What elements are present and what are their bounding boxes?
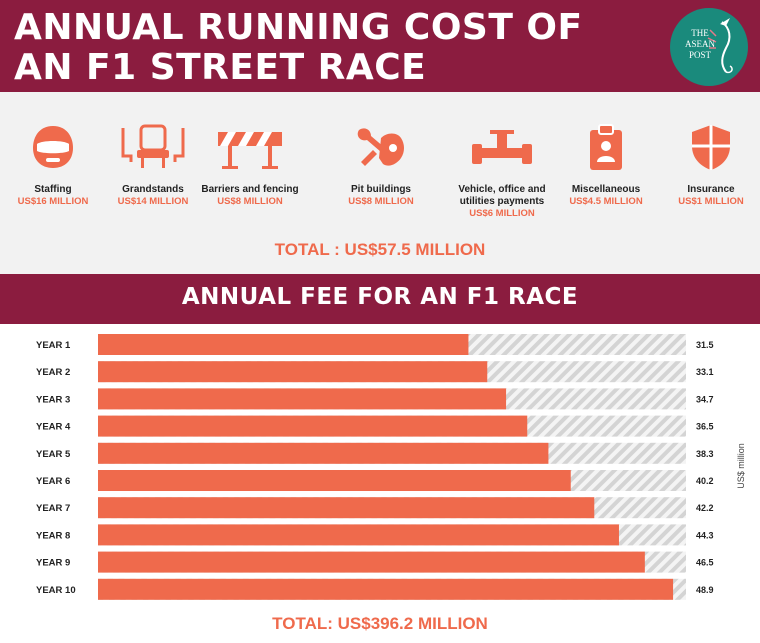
- cost-value: US$4.5 MILLION: [569, 196, 643, 207]
- cost-item-pit-buildings: Pit buildings US$8 MILLION: [321, 122, 441, 208]
- grandstand-seat-icon: [121, 124, 185, 168]
- category-label: YEAR 4: [36, 422, 71, 433]
- annual-fee-total: TOTAL: US$396.2 MILLION: [272, 614, 488, 633]
- category-label: YEAR 7: [36, 503, 70, 514]
- cost-label: Insurance: [687, 184, 735, 195]
- value-label: 42.2: [696, 503, 714, 513]
- shield-icon: [692, 125, 730, 170]
- cost-value: US$8 MILLION: [217, 196, 283, 207]
- cost-label: Grandstands: [122, 184, 184, 195]
- cost-item-grandstands: Grandstands US$14 MILLION: [93, 122, 213, 208]
- category-label: YEAR 5: [36, 449, 71, 460]
- bar: [98, 497, 595, 519]
- unit-label: US$ million: [736, 443, 746, 489]
- category-label: YEAR 10: [36, 585, 76, 596]
- cost-item-staffing: Staffing US$16 MILLION: [0, 122, 113, 208]
- bar: [98, 334, 469, 355]
- race-car-icon: [472, 130, 532, 164]
- cost-value: US$1 MILLION: [678, 196, 744, 207]
- cost-item-barriers: Barriers and fencing US$8 MILLION: [190, 122, 310, 208]
- cost-item-insurance: Insurance US$1 MILLION: [651, 122, 760, 208]
- category-label: YEAR 2: [36, 367, 70, 378]
- category-label: YEAR 6: [36, 476, 70, 487]
- cost-item-miscellaneous: Miscellaneous US$4.5 MILLION: [546, 122, 666, 208]
- cost-value: US$6 MILLION: [469, 208, 535, 219]
- cost-item-vehicle-office: Vehicle, office and utilities payments U…: [442, 122, 562, 220]
- bar: [98, 388, 507, 410]
- fee-section-title: ANNUAL FEE FOR AN F1 RACE: [181, 284, 579, 310]
- helmet-icon: [33, 126, 73, 168]
- bar: [98, 415, 528, 437]
- bar: [98, 551, 645, 573]
- value-label: 44.3: [696, 530, 714, 540]
- value-label: 34.7: [696, 394, 714, 404]
- wrench-tools-icon: [357, 128, 404, 166]
- logo-text: THE ASEAN POST: [684, 28, 715, 60]
- running-costs-panel: Staffing US$16 MILLION Grandstands US$14…: [0, 92, 760, 274]
- value-label: 40.2: [696, 476, 714, 486]
- clipboard-icon: [590, 124, 622, 170]
- bird-emblem-icon: [707, 18, 733, 74]
- annual-fee-bar-chart: YEAR 1 31.5 YEAR 2 33.1 YEAR 3 34.7 YEAR 4 36.5…: [36, 334, 746, 600]
- bar: [98, 470, 571, 491]
- running-cost-total: TOTAL : US$57.5 MILLION: [274, 240, 486, 259]
- category-label: YEAR 3: [36, 394, 70, 405]
- cost-label: Pit buildings: [351, 184, 411, 195]
- cost-value: US$16 MILLION: [17, 196, 89, 207]
- value-label: 38.3: [696, 449, 714, 459]
- value-label: 36.5: [696, 422, 714, 432]
- category-label: YEAR 9: [36, 558, 70, 569]
- cost-label: Miscellaneous: [571, 184, 641, 195]
- cost-value: US$14 MILLION: [117, 196, 189, 207]
- bar: [98, 361, 488, 383]
- value-label: 33.1: [696, 367, 714, 377]
- value-label: 46.5: [696, 558, 714, 568]
- header-banner: ANNUAL RUNNING COST OF AN F1 STREET RACE…: [0, 0, 760, 92]
- bar: [98, 578, 674, 600]
- fee-section-banner: ANNUAL FEE FOR AN F1 RACE: [0, 274, 760, 324]
- cost-label: Barriers and fencing: [201, 184, 299, 195]
- cost-label: Vehicle, office and utilities payments: [458, 184, 546, 207]
- bar: [98, 524, 619, 546]
- value-label: 48.9: [696, 585, 714, 595]
- barrier-icon: [218, 132, 282, 169]
- cost-value: US$8 MILLION: [348, 196, 414, 207]
- page-title-line2: AN F1 STREET RACE: [14, 47, 427, 88]
- asean-post-logo: THE ASEAN POST: [670, 8, 748, 86]
- page-title-line1: ANNUAL RUNNING COST OF: [14, 7, 583, 48]
- category-label: YEAR 8: [36, 530, 70, 541]
- cost-label: Staffing: [34, 184, 72, 195]
- bar: [98, 442, 549, 464]
- value-label: 31.5: [696, 340, 714, 350]
- category-label: YEAR 1: [36, 340, 71, 351]
